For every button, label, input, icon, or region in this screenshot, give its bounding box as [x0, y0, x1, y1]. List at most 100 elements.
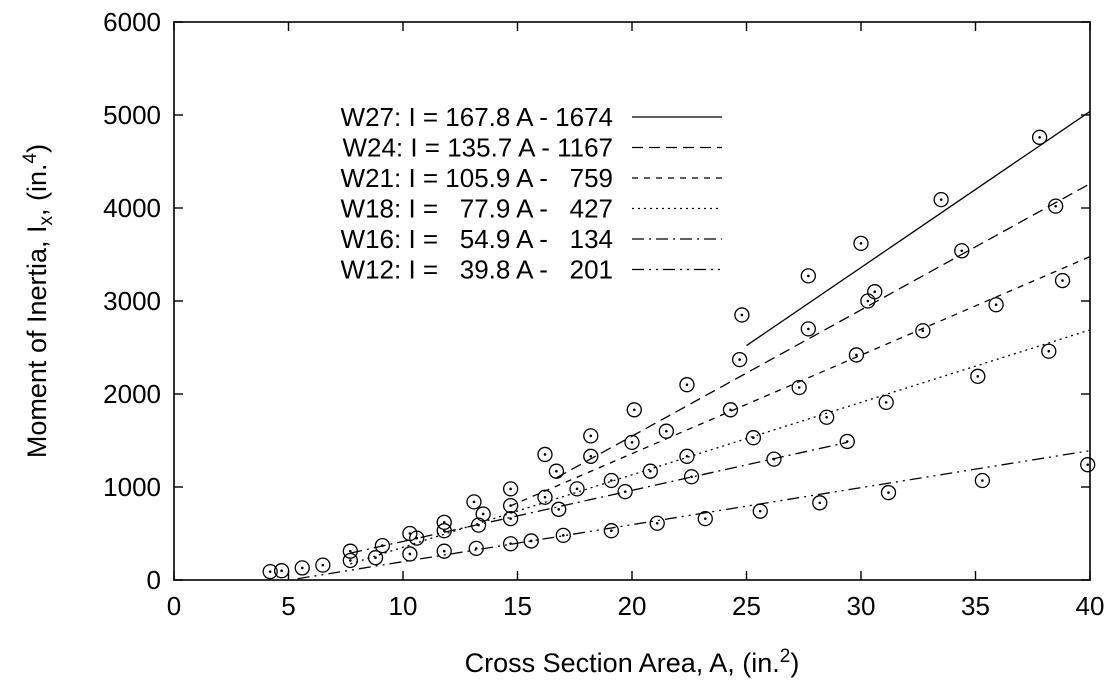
data-point-ring: [679, 448, 695, 464]
data-point-dot: [630, 441, 634, 444]
data-point: [839, 433, 855, 450]
data-point: [569, 481, 585, 497]
data-point-ring: [502, 510, 519, 527]
data-point-ring: [603, 472, 620, 489]
data-point-dot: [1054, 204, 1057, 208]
x-tick-label: 30: [847, 591, 876, 621]
legend-entry: W27: I = 167.8 A - 1674: [341, 102, 722, 132]
data-point-dot: [575, 487, 579, 491]
plot-frame: [173, 21, 1091, 581]
data-point-ring: [262, 563, 278, 580]
data-point: [679, 448, 695, 464]
data-point-dot: [474, 547, 478, 550]
data-point-dot: [884, 401, 888, 404]
data-point-ring: [1031, 129, 1048, 145]
data-point: [974, 472, 991, 489]
data-point-ring: [649, 515, 665, 531]
data-point: [342, 543, 358, 559]
data-point-ring: [878, 394, 894, 411]
data-point-dot: [555, 469, 558, 473]
data-point-dot: [481, 512, 485, 516]
fit-line-series-0: [746, 110, 1091, 347]
data-point: [752, 503, 768, 519]
x-axis-label: Cross Section Area, A, (in.2): [465, 646, 800, 678]
data-point: [683, 469, 700, 485]
data-point: [731, 351, 748, 368]
data-point-dot: [415, 536, 419, 540]
data-point-ring: [642, 463, 658, 479]
data-point-ring: [502, 497, 519, 514]
data-point-ring: [1041, 343, 1057, 359]
data-point-dot: [921, 329, 925, 333]
data-point: [273, 563, 290, 579]
data-point-dot: [738, 358, 741, 361]
data-point-dot: [703, 517, 707, 520]
legend-entry: W18: I = 77.9 A - 427: [341, 194, 722, 224]
data-point-ring: [409, 530, 425, 546]
data-point-dot: [1086, 463, 1090, 466]
legend-label: W16: I = 54.9 A - 134: [341, 224, 613, 254]
data-point-dot: [976, 375, 980, 378]
y-tick-label: 2000: [103, 379, 161, 409]
data-point: [819, 409, 835, 425]
data-point-ring: [548, 463, 565, 479]
data-point: [642, 463, 658, 479]
data-point-dot: [543, 495, 547, 499]
data-point-ring: [294, 560, 310, 576]
data-point-dot: [509, 487, 512, 491]
data-point-dot: [873, 290, 877, 294]
data-point: [315, 557, 331, 573]
data-point-ring: [800, 268, 816, 284]
data-point-ring: [342, 552, 358, 569]
data-point-ring: [523, 533, 539, 549]
x-axis-label-sup: 2: [780, 646, 791, 667]
data-point-dot: [939, 198, 943, 201]
data-point-ring: [915, 323, 931, 339]
data-point: [502, 536, 519, 552]
data-point-dot: [797, 386, 801, 389]
data-point-ring: [617, 483, 633, 500]
y-tick-label: 0: [147, 565, 161, 595]
data-point-dot: [349, 559, 352, 562]
data-point-ring: [342, 543, 358, 559]
data-point-dot: [845, 440, 849, 443]
data-point-dot: [529, 539, 533, 543]
data-point-ring: [839, 433, 855, 450]
data-point-dot: [690, 475, 693, 479]
data-point: [367, 550, 384, 566]
data-point: [555, 527, 571, 544]
data-point: [624, 434, 640, 451]
data-point-dot: [268, 570, 272, 573]
data-point-dot: [321, 563, 325, 567]
data-point: [734, 307, 750, 323]
data-point-dot: [442, 549, 446, 553]
data-point: [766, 451, 782, 467]
data-point-ring: [583, 428, 599, 444]
data-point: [603, 472, 620, 489]
y-tick-label: 6000: [103, 7, 161, 37]
data-point-ring: [436, 514, 452, 530]
data-point-dot: [855, 353, 858, 357]
data-point-ring: [812, 495, 828, 511]
data-point-dot: [1038, 136, 1041, 139]
data-point: [1080, 457, 1096, 473]
data-point-ring: [791, 379, 807, 396]
data-point-ring: [1054, 272, 1071, 289]
data-point-dot: [1047, 349, 1051, 353]
data-point-ring: [502, 481, 519, 497]
data-point: [617, 483, 633, 500]
data-point: [954, 243, 970, 259]
data-point: [475, 506, 491, 522]
data-point-dot: [442, 529, 446, 533]
data-point-ring: [658, 423, 674, 439]
data-point: [812, 495, 828, 511]
x-tick-label: 0: [167, 591, 181, 621]
data-point-dot: [300, 566, 304, 570]
x-tick-label: 10: [389, 591, 418, 621]
data-point: [1054, 272, 1071, 289]
data-point: [502, 481, 519, 497]
data-point-dot: [685, 383, 689, 387]
y-axis-label-sup: 4: [20, 152, 41, 163]
